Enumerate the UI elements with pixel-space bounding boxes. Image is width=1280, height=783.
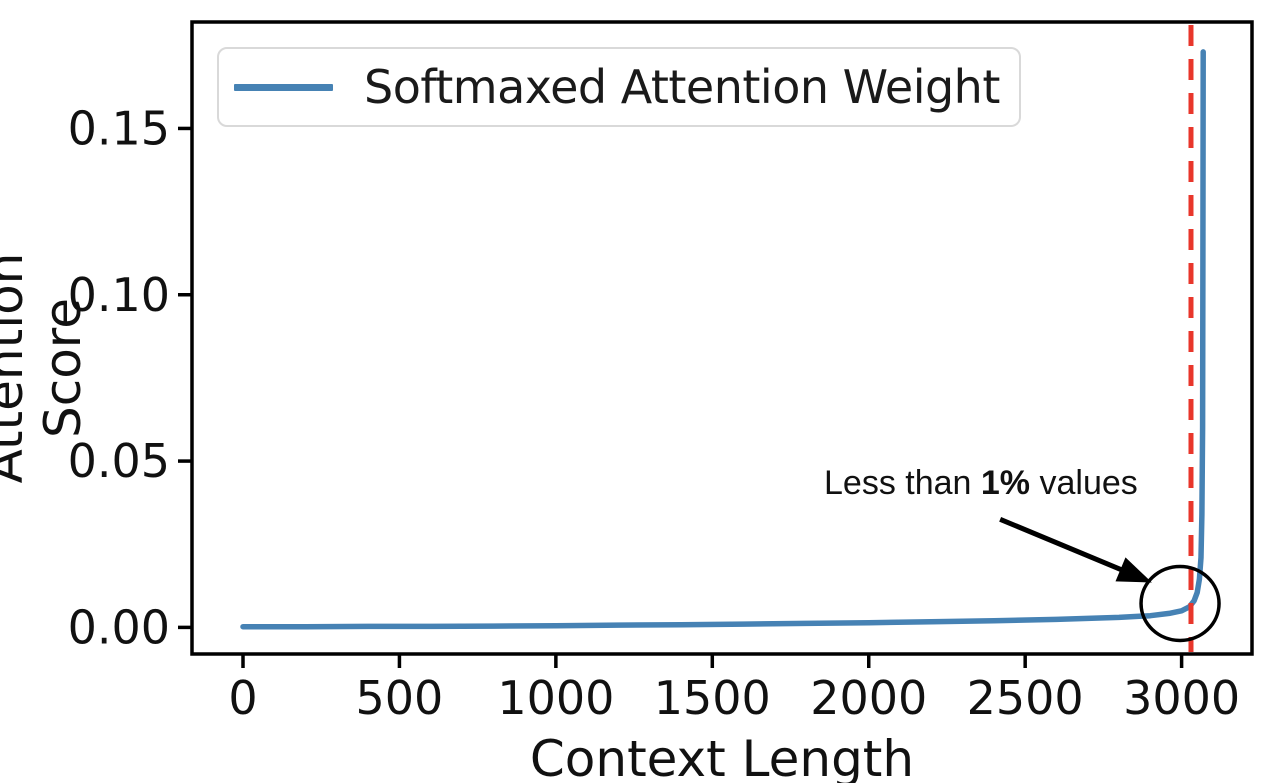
- annotation-bold: 1%: [980, 464, 1031, 502]
- x-tick-label: 2500: [967, 671, 1084, 725]
- x-tick-label: 3000: [1123, 671, 1240, 725]
- x-tick-label: 2000: [810, 671, 927, 725]
- legend: Softmaxed Attention Weight: [217, 47, 1021, 127]
- highlight-circle: [1139, 564, 1221, 643]
- annotation-arrow-shaft: [999, 516, 1127, 575]
- y-tick-label: 0.05: [68, 434, 170, 488]
- y-tick-label: 0.10: [68, 268, 170, 322]
- annotation-prefix: Less than: [824, 464, 981, 502]
- annotation-suffix: values: [1030, 464, 1138, 502]
- annotation-text: Less than 1% values: [824, 464, 1138, 503]
- y-tick-label: 0.00: [68, 600, 170, 654]
- axes-frame: [190, 20, 1254, 656]
- x-tick-label: 500: [356, 671, 444, 725]
- x-tick-label: 1500: [654, 671, 771, 725]
- x-tick-label: 0: [228, 671, 257, 725]
- x-axis-label: Context Length: [529, 730, 915, 783]
- annotation-arrow-head: [1115, 557, 1152, 583]
- y-tick-label: 0.15: [68, 101, 170, 155]
- legend-label: Softmaxed Attention Weight: [364, 60, 1000, 114]
- legend-line-sample: [234, 83, 333, 91]
- x-tick-label: 1000: [497, 671, 614, 725]
- y-axis-label: Attention Score: [0, 252, 92, 484]
- attention-curve: [240, 49, 1206, 630]
